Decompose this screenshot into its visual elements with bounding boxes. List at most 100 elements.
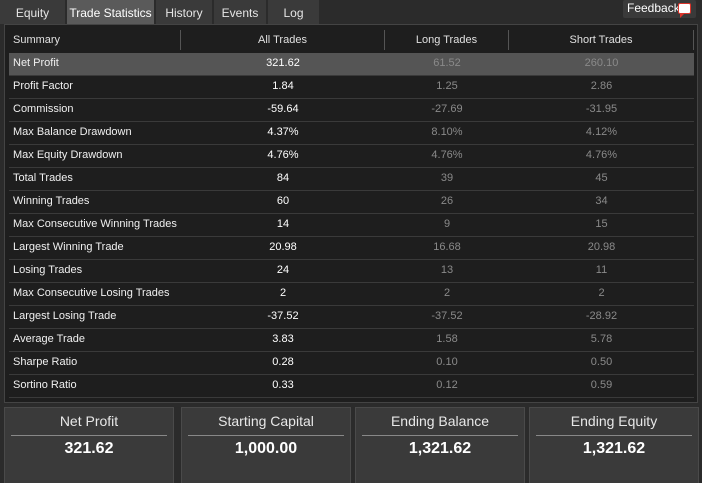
all-trades-cell: 4.37% xyxy=(267,126,299,138)
long-trades-cell: 0.12 xyxy=(436,379,458,391)
all-trades-cell: 2 xyxy=(279,287,287,299)
feedback-label: Feedback xyxy=(627,1,680,15)
table-row[interactable]: Sortino Ratio 0.33 0.12 0.59 xyxy=(9,375,694,398)
table-row[interactable]: Max Consecutive Winning Trades 14 9 15 xyxy=(9,214,694,237)
all-trades-cell: 84 xyxy=(276,172,290,184)
long-trades-cell: 1.25 xyxy=(436,80,458,92)
long-trades-cell: 13 xyxy=(440,264,454,276)
row-label: Sortino Ratio xyxy=(13,379,77,391)
row-label: Max Consecutive Winning Trades xyxy=(13,218,177,230)
short-trades-cell: 4.12% xyxy=(585,126,618,138)
row-label: Largest Winning Trade xyxy=(13,241,124,253)
all-trades-cell: 60 xyxy=(276,195,290,207)
all-trades-cell: 14 xyxy=(276,218,290,230)
all-trades-cell: 1.84 xyxy=(272,80,294,92)
ending-balance-card-value: 1,321.62 xyxy=(408,440,472,457)
long-trades-cell: 9 xyxy=(443,218,451,230)
all-trades-cell: 24 xyxy=(276,264,290,276)
all-trades-cell: 0.28 xyxy=(272,356,294,368)
net-profit-card-value: 321.62 xyxy=(64,440,114,457)
row-label: Max Consecutive Losing Trades xyxy=(13,287,170,299)
row-label: Max Balance Drawdown xyxy=(13,126,132,138)
short-trades-cell: 2.86 xyxy=(590,80,613,92)
table-row[interactable]: Commission -59.64 -27.69 -31.95 xyxy=(9,99,694,122)
short-trades-cell: 2 xyxy=(598,287,605,299)
short-trades-cell: 260.10 xyxy=(584,57,619,69)
row-label: Winning Trades xyxy=(13,195,90,207)
table-header: Summary All Trades Long Trades Short Tra… xyxy=(9,30,694,52)
all-trades-cell: 321.62 xyxy=(266,57,300,69)
column-header-long-trades: Long Trades xyxy=(385,30,509,50)
long-trades-cell: -27.69 xyxy=(431,103,463,115)
table-row[interactable]: Average Trade 3.83 1.58 5.78 xyxy=(9,329,694,352)
table-row[interactable]: Largest Winning Trade 20.98 16.68 20.98 xyxy=(9,237,694,260)
short-trades-cell: 5.78 xyxy=(590,333,613,345)
table-row[interactable]: Profit Factor 1.84 1.25 2.86 xyxy=(9,76,694,99)
short-trades-cell: -31.95 xyxy=(585,103,618,115)
short-trades-cell: 34 xyxy=(595,195,608,207)
ending-balance-card: Ending Balance 1,321.62 xyxy=(355,407,525,483)
ending-equity-card-value: 1,321.62 xyxy=(582,440,646,457)
ending-balance-card-title: Ending Balance xyxy=(362,413,518,436)
long-trades-cell: 0.10 xyxy=(436,356,458,368)
long-trades-cell: 1.58 xyxy=(436,333,458,345)
short-trades-cell: 45 xyxy=(595,172,608,184)
short-trades-cell: 4.76% xyxy=(585,149,618,161)
long-trades-cell: 39 xyxy=(440,172,454,184)
speech-bubble-icon xyxy=(678,3,691,18)
all-trades-cell: 4.76% xyxy=(267,149,299,161)
all-trades-cell: -59.64 xyxy=(267,103,299,115)
all-trades-cell: 3.83 xyxy=(272,333,294,345)
table-row[interactable]: Max Consecutive Losing Trades 2 2 2 xyxy=(9,283,694,306)
row-label: Commission xyxy=(13,103,74,115)
tab-events[interactable]: Events xyxy=(214,0,268,24)
starting-capital-card-title: Starting Capital xyxy=(188,413,344,436)
tab-log[interactable]: Log xyxy=(268,0,321,24)
tab-history[interactable]: History xyxy=(156,0,214,24)
column-header-short-trades: Short Trades xyxy=(509,30,694,50)
table-row[interactable]: Total Trades 84 39 45 xyxy=(9,168,694,191)
tab-trade-statistics[interactable]: Trade Statistics xyxy=(67,0,156,24)
table-row[interactable]: Largest Losing Trade -37.52 -37.52 -28.92 xyxy=(9,306,694,329)
tab-bar: Equity Chart Trade Statistics History Ev… xyxy=(0,0,702,47)
short-trades-cell: 11 xyxy=(595,264,608,276)
all-trades-cell: 0.33 xyxy=(272,379,294,391)
trade-statistics-panel: Summary All Trades Long Trades Short Tra… xyxy=(4,24,698,403)
all-trades-cell: 20.98 xyxy=(269,241,297,253)
table-row[interactable]: Net Profit 321.62 61.52 260.10 xyxy=(9,53,694,76)
net-profit-card-title: Net Profit xyxy=(11,413,167,436)
long-trades-cell: 8.10% xyxy=(431,126,463,138)
table-row[interactable]: Losing Trades 24 13 11 xyxy=(9,260,694,283)
short-trades-cell: 0.50 xyxy=(590,356,613,368)
column-header-all-trades: All Trades xyxy=(181,30,385,50)
statistics-table-body: Net Profit 321.62 61.52 260.10 Profit Factor… xyxy=(9,53,694,398)
table-row[interactable]: Winning Trades 60 26 34 xyxy=(9,191,694,214)
table-row[interactable]: Max Balance Drawdown 4.37% 8.10% 4.12% xyxy=(9,122,694,145)
row-label: Profit Factor xyxy=(13,80,73,92)
all-trades-cell: -37.52 xyxy=(267,310,299,322)
long-trades-cell: 61.52 xyxy=(433,57,461,69)
row-label: Losing Trades xyxy=(13,264,83,276)
feedback-button[interactable]: Feedback xyxy=(623,0,696,18)
net-profit-card: Net Profit 321.62 xyxy=(4,407,174,483)
short-trades-cell: 0.59 xyxy=(590,379,613,391)
starting-capital-card: Starting Capital 1,000.00 xyxy=(181,407,351,483)
ending-equity-card-title: Ending Equity xyxy=(536,413,692,436)
table-row[interactable]: Sharpe Ratio 0.28 0.10 0.50 xyxy=(9,352,694,375)
long-trades-cell: 2 xyxy=(443,287,451,299)
long-trades-cell: -37.52 xyxy=(431,310,463,322)
long-trades-cell: 4.76% xyxy=(431,149,463,161)
row-label: Net Profit xyxy=(13,57,59,69)
short-trades-cell: -28.92 xyxy=(585,310,618,322)
row-label: Sharpe Ratio xyxy=(13,356,78,368)
short-trades-cell: 20.98 xyxy=(587,241,616,253)
row-label: Largest Losing Trade xyxy=(13,310,117,322)
row-label: Average Trade xyxy=(13,333,85,345)
row-label: Max Equity Drawdown xyxy=(13,149,123,161)
row-label: Total Trades xyxy=(13,172,73,184)
table-row[interactable]: Max Equity Drawdown 4.76% 4.76% 4.76% xyxy=(9,145,694,168)
ending-equity-card: Ending Equity 1,321.62 xyxy=(529,407,699,483)
long-trades-cell: 26 xyxy=(440,195,454,207)
tab-equity-chart[interactable]: Equity Chart xyxy=(0,0,67,47)
